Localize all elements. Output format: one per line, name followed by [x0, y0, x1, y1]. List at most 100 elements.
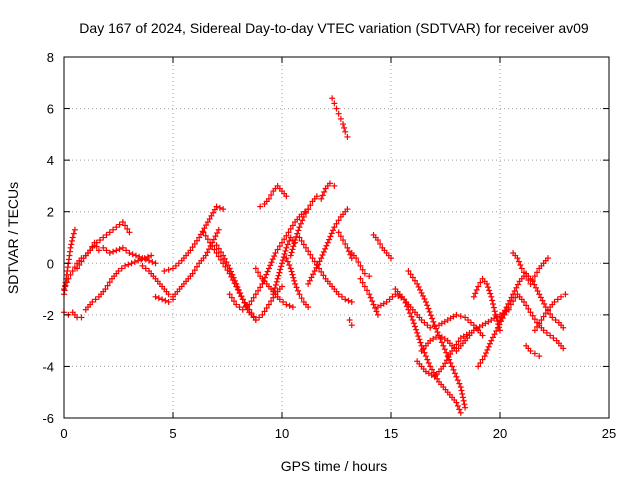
data-point [290, 304, 296, 310]
y-tick-label: -2 [42, 308, 54, 323]
data-point [285, 259, 291, 265]
data-point [282, 248, 288, 254]
data-point [279, 260, 285, 266]
data-point [113, 247, 119, 253]
data-point [492, 308, 498, 314]
data-point [414, 330, 420, 336]
data-point [265, 269, 271, 275]
data-point [289, 246, 295, 252]
x-tick-label: 25 [602, 426, 616, 441]
data-point [166, 267, 172, 273]
data-point [490, 301, 496, 307]
data-point [486, 287, 492, 293]
data-point [455, 377, 461, 383]
data-point [117, 246, 123, 252]
data-point [458, 384, 464, 390]
data-point [289, 249, 295, 255]
data-point [133, 253, 139, 259]
data-point [68, 245, 74, 251]
data-point [426, 360, 432, 366]
data-point [325, 240, 331, 246]
data-point [321, 189, 327, 195]
data-point [416, 284, 422, 290]
data-point [349, 299, 355, 305]
data-point [125, 262, 131, 268]
data-point [461, 398, 467, 404]
data-point [486, 344, 492, 350]
data-point [295, 227, 301, 233]
data-point [427, 309, 433, 315]
y-tick-label: 6 [47, 102, 54, 117]
series-arc-36 [523, 343, 542, 359]
data-point [330, 227, 336, 233]
series-arc-05 [83, 253, 154, 313]
data-point [129, 260, 135, 266]
data-point [69, 238, 75, 244]
data-point [435, 329, 441, 335]
series-arc-21 [329, 95, 350, 140]
data-point [336, 111, 342, 117]
data-point [338, 116, 344, 122]
data-point [162, 298, 168, 304]
data-point [452, 370, 458, 376]
series-arc-19 [296, 235, 354, 305]
data-point [235, 284, 241, 290]
data-point [448, 360, 454, 366]
x-tick-label: 5 [169, 426, 176, 441]
data-point [417, 287, 423, 293]
data-point [71, 231, 77, 237]
data-point [415, 333, 421, 339]
data-point [458, 410, 464, 416]
data-point [110, 249, 116, 255]
data-point [327, 233, 333, 239]
data-point [430, 319, 436, 325]
data-point [460, 394, 466, 400]
data-point [274, 279, 280, 285]
data-point [266, 265, 272, 271]
y-tick-label: 8 [47, 50, 54, 65]
data-point [484, 347, 490, 353]
data-point [220, 206, 226, 212]
data-point [156, 295, 162, 301]
data-point [130, 251, 136, 257]
data-point [271, 253, 277, 259]
data-point [442, 346, 448, 352]
data-point [340, 121, 346, 127]
data-point [411, 320, 417, 326]
data-point [291, 278, 297, 284]
series-arc-26 [371, 232, 394, 261]
data-point [416, 336, 422, 342]
y-tick-label: 4 [47, 153, 54, 168]
data-point [456, 381, 462, 387]
series-arc-25 [349, 250, 372, 279]
data-point [417, 340, 423, 346]
series-arc-22 [336, 229, 355, 261]
data-point [334, 106, 340, 112]
data-point [341, 125, 347, 131]
data-point [421, 296, 427, 302]
data-point [456, 406, 462, 412]
data-point [296, 224, 302, 230]
data-point [372, 305, 378, 311]
data-point [345, 298, 351, 304]
series-arc-17 [283, 255, 311, 310]
data-point [161, 268, 167, 274]
data-point [70, 235, 76, 241]
data-point [329, 230, 335, 236]
data-point [450, 367, 456, 373]
data-point [287, 303, 293, 309]
data-point [425, 306, 431, 312]
data-point [286, 262, 292, 268]
data-point [344, 134, 350, 140]
data-point [290, 275, 296, 281]
data-point [458, 387, 464, 393]
x-tick-label: 10 [275, 426, 289, 441]
data-point [349, 322, 355, 328]
data-point [285, 241, 291, 247]
data-point [159, 296, 165, 302]
data-point [459, 391, 465, 397]
data-point [263, 272, 269, 278]
data-point [153, 294, 159, 300]
data-point [273, 282, 279, 288]
data-point [458, 313, 464, 319]
